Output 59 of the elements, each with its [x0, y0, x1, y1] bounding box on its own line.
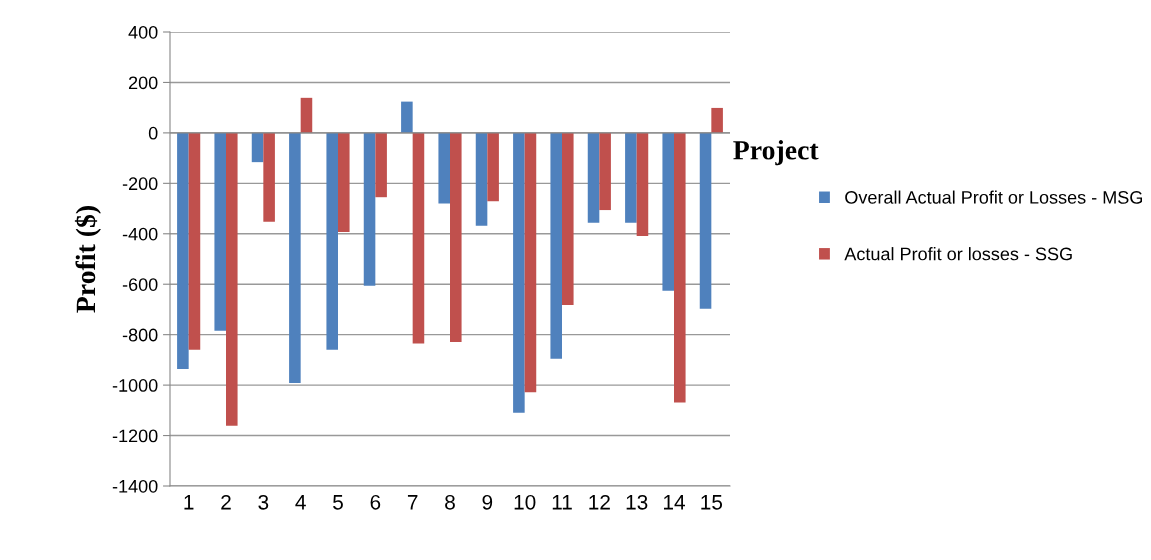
bar: [475, 132, 488, 226]
x-tick-label: 14: [664, 495, 685, 510]
bar: [289, 132, 301, 384]
x-tick-label: 13: [626, 494, 648, 510]
bar: [487, 132, 499, 202]
x-tick-label: 1: [184, 495, 194, 510]
bar: [226, 132, 238, 426]
x-tick-label: 11: [552, 495, 572, 510]
y-tick-label: -400: [122, 227, 158, 241]
bar: [263, 132, 275, 222]
y-tick-label: -800: [122, 328, 158, 342]
bar: [438, 132, 450, 204]
bar: [363, 132, 376, 286]
y-tick-label: 200: [128, 76, 158, 90]
x-tick-label: 4: [295, 495, 306, 510]
y-tick-label: -1400: [112, 479, 158, 493]
bar: [711, 107, 723, 133]
bar: [550, 132, 562, 359]
bar: [375, 132, 387, 198]
x-tick-label: 15: [701, 495, 723, 510]
bar: [513, 132, 525, 413]
x-tick-label: 8: [445, 494, 455, 510]
bar: [251, 132, 264, 163]
x-tick-label: 10: [514, 494, 536, 510]
bar: [562, 132, 574, 305]
bar: [188, 132, 201, 350]
bar: [401, 101, 413, 133]
x-tick-label: 7: [407, 495, 418, 510]
y-tick-label: 0: [148, 126, 158, 140]
y-tick-label: 400: [128, 25, 158, 39]
legend-label: Actual Profit or losses - SSG: [844, 247, 1072, 261]
bar: [450, 132, 462, 342]
bar: [214, 132, 226, 331]
x-tick-label: 3: [258, 494, 269, 510]
bar: [699, 132, 712, 309]
bar: [300, 97, 313, 133]
y-tick-label: -200: [122, 177, 158, 191]
bar: [524, 132, 537, 393]
bar: [662, 132, 674, 291]
bar: [599, 132, 611, 211]
x-tick-label: 5: [333, 495, 343, 510]
x-tick-label: 6: [370, 494, 381, 510]
y-tick-label: -600: [122, 278, 158, 291]
y-axis-title: Profit ($): [74, 206, 101, 313]
bar: [326, 132, 338, 350]
x-axis-title: Project: [733, 140, 819, 166]
x-tick-label: 9: [482, 494, 493, 510]
y-tick-label: -1200: [112, 429, 158, 443]
bar: [674, 132, 686, 403]
bar: [412, 132, 425, 344]
bar: [338, 132, 350, 233]
legend-label: Overall Actual Profit or Losses - MSG: [845, 190, 1142, 204]
bar: [625, 132, 637, 223]
bar: [636, 132, 649, 237]
bar: [177, 132, 189, 369]
x-tick-label: 12: [589, 494, 610, 510]
x-tick-label: 2: [221, 494, 231, 510]
y-tick-label: -1000: [112, 379, 158, 392]
bar: [587, 132, 600, 223]
